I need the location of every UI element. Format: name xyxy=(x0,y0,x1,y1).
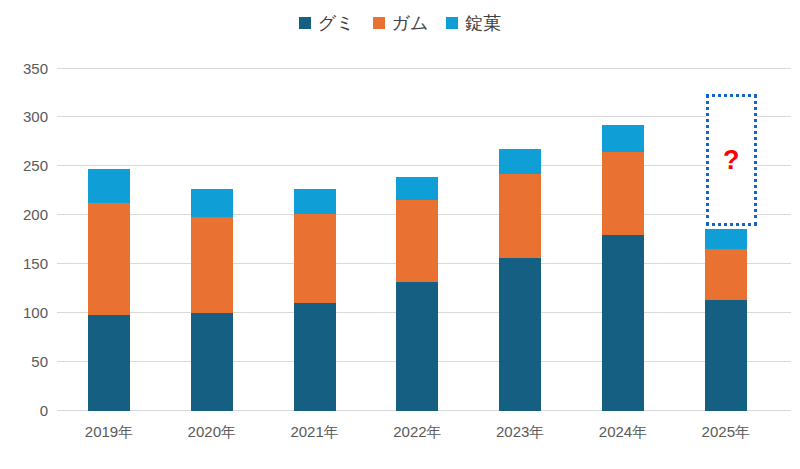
y-axis-label: 100 xyxy=(8,305,48,320)
x-axis-label: 2020年 xyxy=(162,424,262,439)
bar-segment-gummy[interactable] xyxy=(191,313,233,411)
bar-segment-tablet[interactable] xyxy=(396,177,438,200)
bar-segment-gum[interactable] xyxy=(294,214,336,303)
bar-segment-gummy[interactable] xyxy=(294,303,336,411)
gridline xyxy=(57,116,791,117)
x-axis-label: 2021年 xyxy=(265,424,365,439)
legend-swatch-tablet-icon xyxy=(446,17,458,29)
bar-segment-gum[interactable] xyxy=(705,249,747,300)
bar-segment-tablet[interactable] xyxy=(294,189,336,213)
bar-segment-gummy[interactable] xyxy=(396,282,438,410)
bar-segment-gum[interactable] xyxy=(191,217,233,313)
legend-item-gum[interactable]: ガム xyxy=(373,14,429,32)
stacked-bar-chart: グミガム錠菓 0501001502002503003502019年2020年20… xyxy=(0,0,800,469)
gridline xyxy=(57,68,791,69)
x-axis-label: 2019年 xyxy=(59,424,159,439)
y-axis-label: 50 xyxy=(8,354,48,369)
gridline xyxy=(57,165,791,166)
y-axis-label: 300 xyxy=(8,109,48,124)
bar-segment-gummy[interactable] xyxy=(705,300,747,411)
legend-label-gum: ガム xyxy=(392,14,429,32)
bar-segment-tablet[interactable] xyxy=(602,125,644,152)
y-axis-label: 250 xyxy=(8,158,48,173)
chart-legend: グミ ガム 錠菓 xyxy=(0,14,800,32)
bar-segment-gum[interactable] xyxy=(499,174,541,258)
y-axis-label: 200 xyxy=(8,207,48,222)
forecast-box[interactable]: ? xyxy=(706,94,757,225)
legend-swatch-gummy-icon xyxy=(299,17,311,29)
bar-segment-gum[interactable] xyxy=(396,200,438,282)
y-axis-label: 150 xyxy=(8,256,48,271)
x-axis-label: 2022年 xyxy=(367,424,467,439)
bar-segment-gummy[interactable] xyxy=(602,235,644,410)
x-axis-label: 2023年 xyxy=(470,424,570,439)
y-axis-label: 350 xyxy=(8,61,48,76)
legend-label-gummy: グミ xyxy=(318,14,355,32)
bar-segment-tablet[interactable] xyxy=(88,169,130,203)
y-axis-label: 0 xyxy=(8,403,48,418)
bar-segment-gum[interactable] xyxy=(602,152,644,235)
legend-swatch-gum-icon xyxy=(373,17,385,29)
legend-label-tablet: 錠菓 xyxy=(465,14,501,32)
question-mark-label: ? xyxy=(723,147,740,174)
x-axis-label: 2024年 xyxy=(573,424,673,439)
bar-segment-gummy[interactable] xyxy=(499,258,541,411)
bar-segment-gummy[interactable] xyxy=(88,315,130,411)
bar-segment-tablet[interactable] xyxy=(705,229,747,250)
legend-item-gummy[interactable]: グミ xyxy=(299,14,355,32)
bar-segment-tablet[interactable] xyxy=(191,189,233,216)
legend-item-tablet[interactable]: 錠菓 xyxy=(446,14,501,32)
x-axis-label: 2025年 xyxy=(676,424,776,439)
bar-segment-gum[interactable] xyxy=(88,203,130,315)
bar-segment-tablet[interactable] xyxy=(499,149,541,173)
